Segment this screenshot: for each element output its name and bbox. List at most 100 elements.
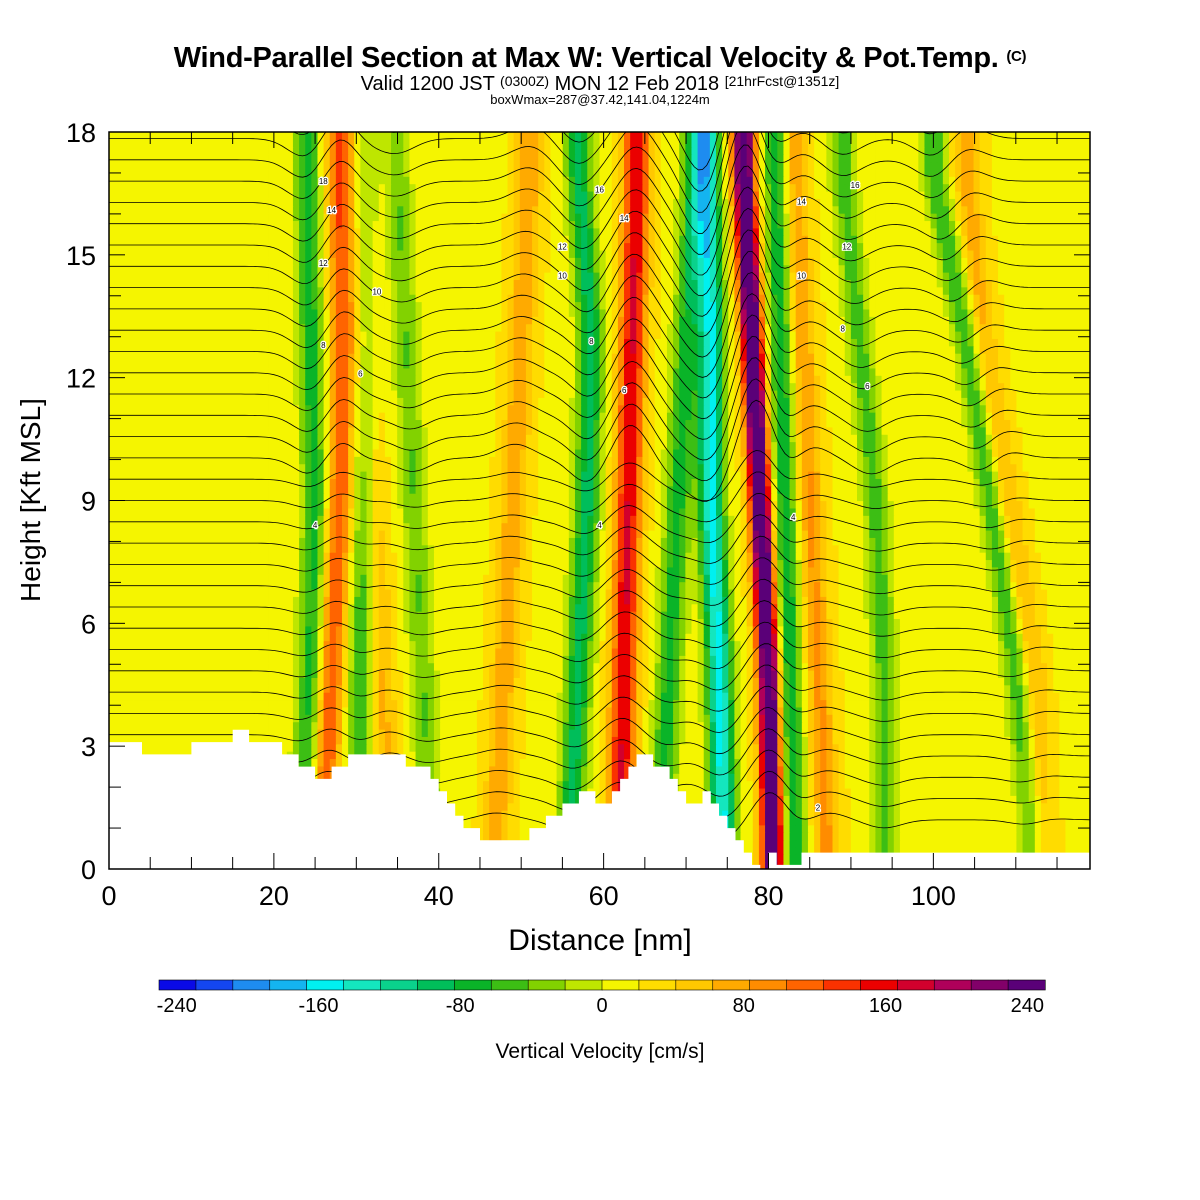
field-cell <box>237 670 245 678</box>
field-cell <box>1077 647 1085 656</box>
field-cell <box>807 846 815 855</box>
field-cell <box>127 647 135 656</box>
field-cell <box>250 684 257 693</box>
field-cell <box>752 832 760 841</box>
field-cell <box>899 640 907 649</box>
field-cell <box>495 684 502 693</box>
field-cell <box>519 670 527 678</box>
field-cell <box>863 832 870 841</box>
field-cell <box>893 655 901 664</box>
field-cell <box>489 647 496 656</box>
field-cell <box>642 721 650 730</box>
field-cell <box>814 647 821 656</box>
field-cell <box>115 633 122 642</box>
field-cell <box>568 728 576 737</box>
field-cell <box>489 721 496 730</box>
field-cell <box>1053 765 1060 774</box>
field-cell <box>378 706 386 715</box>
field-cell <box>1071 684 1079 693</box>
field-cell <box>912 795 919 804</box>
field-cell <box>746 795 754 804</box>
field-cell <box>715 714 723 723</box>
field-cell <box>814 692 821 701</box>
field-cell <box>446 677 453 686</box>
field-cell <box>329 684 337 693</box>
field-cell <box>887 817 895 826</box>
field-cell <box>660 647 668 656</box>
field-cell <box>930 721 938 730</box>
field-cell <box>1065 699 1073 708</box>
field-cell <box>660 699 668 708</box>
field-cell <box>476 787 484 796</box>
field-cell <box>918 780 926 789</box>
field-cell <box>679 765 686 774</box>
field-cell <box>550 684 558 693</box>
field-cell <box>826 714 834 723</box>
field-cell <box>887 655 895 664</box>
field-cell <box>1047 714 1054 723</box>
field-cell <box>795 706 803 715</box>
field-cell <box>611 647 619 656</box>
field-cell <box>985 692 993 701</box>
field-cell <box>1053 692 1060 701</box>
field-cell <box>789 677 797 686</box>
field-cell <box>1047 758 1054 767</box>
field-cell <box>550 655 558 664</box>
field-cell <box>746 758 754 767</box>
field-cell <box>955 714 962 723</box>
field-cell <box>991 728 999 737</box>
field-cell <box>838 810 846 819</box>
field-cell <box>151 662 159 671</box>
field-cell <box>617 728 625 737</box>
field-cell <box>501 773 509 782</box>
field-cell <box>826 706 834 715</box>
field-cell <box>703 780 711 789</box>
field-cell <box>170 633 178 642</box>
field-cell <box>317 736 325 745</box>
field-cell <box>409 728 417 737</box>
field-cell <box>145 684 153 693</box>
field-cell <box>544 795 552 804</box>
field-cell <box>458 736 466 745</box>
field-cell <box>666 640 674 649</box>
field-cell <box>213 677 220 686</box>
field-cell <box>666 655 674 664</box>
field-cell <box>483 751 490 760</box>
field-cell <box>814 765 821 774</box>
field-cell <box>703 670 711 678</box>
field-cell <box>648 699 656 708</box>
field-cell <box>912 736 919 745</box>
field-cell <box>1022 662 1030 671</box>
field-cell <box>979 817 987 826</box>
field-cell <box>722 795 729 804</box>
field-cell <box>1065 640 1073 649</box>
field-cell <box>728 817 735 826</box>
field-cell <box>869 787 876 796</box>
field-cell <box>182 677 190 686</box>
field-cell <box>384 677 392 686</box>
field-cell <box>906 787 913 796</box>
field-cell <box>194 706 202 715</box>
field-cell <box>1053 736 1060 745</box>
field-cell <box>654 751 662 760</box>
field-cell <box>918 699 926 708</box>
field-cell <box>918 846 926 855</box>
field-cell <box>955 787 962 796</box>
field-cell <box>973 846 981 855</box>
field-cell <box>397 684 404 693</box>
field-cell <box>875 699 883 708</box>
field-cell <box>593 728 601 737</box>
field-cell <box>1077 832 1085 841</box>
field-cell <box>985 699 993 708</box>
field-cell <box>875 662 883 671</box>
field-cell <box>875 684 883 693</box>
field-cell <box>630 677 637 686</box>
field-cell <box>194 714 202 723</box>
field-cell <box>1083 832 1090 841</box>
field-cell <box>164 692 171 701</box>
field-cell <box>801 846 809 855</box>
field-cell <box>599 714 607 723</box>
field-cell <box>176 721 184 730</box>
field-cell <box>1071 736 1079 745</box>
field-cell <box>225 677 233 686</box>
